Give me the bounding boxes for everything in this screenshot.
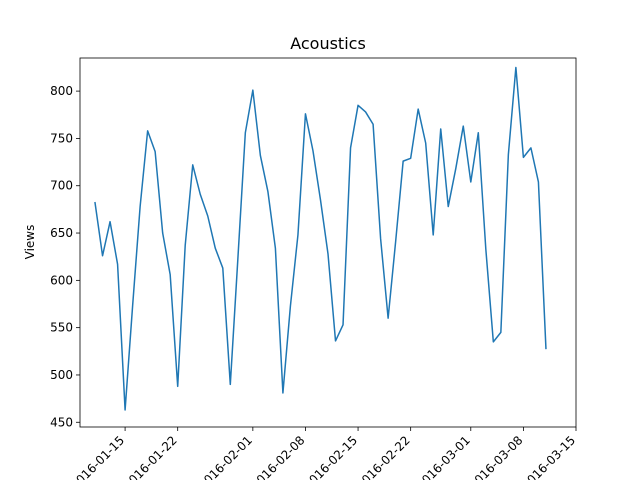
x-tick-label: 2016-03-01 — [414, 433, 473, 480]
x-tick-label: 2016-02-15 — [301, 433, 360, 480]
y-tick-label: 750 — [50, 131, 73, 145]
plot-area — [94, 66, 547, 411]
x-tick-label: 2016-01-22 — [121, 433, 180, 480]
y-tick-label: 800 — [50, 84, 73, 98]
y-tick-label: 600 — [50, 273, 73, 287]
y-tick-label: 450 — [50, 415, 73, 429]
x-tick-label: 2016-02-08 — [248, 433, 307, 480]
x-tick-label: 2016-02-01 — [196, 433, 255, 480]
plot-frame — [79, 57, 577, 428]
y-tick-label: 500 — [50, 368, 73, 382]
y-tick-label: 650 — [50, 226, 73, 240]
x-tick-label: 2016-03-08 — [466, 433, 525, 480]
x-tick-label: 2016-03-15 — [519, 433, 578, 480]
y-axis-label: Views — [23, 225, 37, 260]
chart-title: Acoustics — [290, 34, 366, 53]
y-tick-label: 700 — [50, 179, 73, 193]
x-tick-label: 2016-02-22 — [354, 433, 413, 480]
y-tick-label: 550 — [50, 321, 73, 335]
x-tick-label: 2016-01-15 — [68, 433, 127, 480]
series-line-0 — [94, 66, 547, 411]
y-axis: 450 500 550 600 650 700 750 800 — [50, 84, 80, 429]
